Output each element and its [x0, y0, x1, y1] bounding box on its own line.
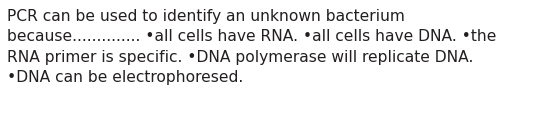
Text: PCR can be used to identify an unknown bacterium
because.............. •all cell: PCR can be used to identify an unknown b… — [7, 9, 497, 85]
